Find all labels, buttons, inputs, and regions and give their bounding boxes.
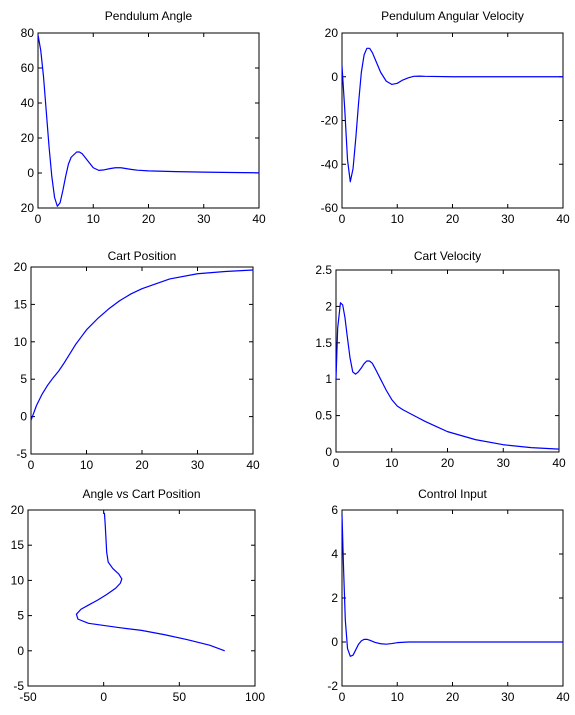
- y-tick-label: 10: [11, 573, 25, 587]
- subplot-angle-vs-cart-position: Angle vs Cart Position -50 0 50 100-5051015…: [11, 487, 266, 704]
- series-line: [30, 269, 254, 421]
- series-line: [335, 302, 560, 450]
- x-tick-label: 0: [339, 212, 346, 226]
- x-tick-label: 40: [556, 690, 570, 704]
- subplot-pendulum-angular-velocity: Pendulum Angular Velocity 0 10 20 30 40 -60 -4…: [321, 9, 570, 226]
- axes-frame: [37, 32, 260, 209]
- y-tick-label: 0: [331, 70, 338, 84]
- x-tick-label: 0: [100, 690, 107, 704]
- y-tick-label: 15: [11, 538, 25, 552]
- y-tick-label: 60: [21, 61, 35, 75]
- chart-title: Cart Velocity: [414, 249, 481, 263]
- y-tick-label: 10: [14, 335, 28, 349]
- x-tick-label: 40: [252, 212, 266, 226]
- axes-frame: [27, 509, 256, 687]
- axes-frame: [341, 509, 564, 687]
- x-tick-label: 40: [552, 456, 566, 470]
- x-tick-label: 20: [446, 690, 460, 704]
- y-tick-label: 0: [27, 166, 34, 180]
- x-tick-label: 0: [333, 456, 340, 470]
- series-line: [341, 514, 563, 657]
- y-tick-label: -5: [13, 679, 24, 693]
- y-tick-label: 20: [21, 201, 35, 215]
- x-tick-label: 30: [501, 690, 515, 704]
- series-line: [341, 47, 563, 183]
- y-tick-label: 80: [21, 26, 35, 40]
- x-tick-label: 10: [87, 212, 101, 226]
- x-tick-label: 0: [28, 458, 35, 472]
- x-tick-label: 10: [80, 458, 94, 472]
- chart-title: Control Input: [418, 487, 487, 501]
- y-tick-label: 0: [20, 410, 27, 424]
- x-tick-label: 30: [501, 212, 515, 226]
- x-tick-label: 40: [556, 212, 570, 226]
- y-tick-label: 5: [20, 372, 27, 386]
- y-tick-label: 15: [14, 297, 28, 311]
- x-tick-label: 0: [339, 690, 346, 704]
- y-tick-label: -40: [321, 157, 339, 171]
- y-tick-label: 5: [17, 609, 24, 623]
- series-line: [75, 512, 225, 652]
- y-tick-label: 20: [325, 26, 339, 40]
- y-tick-label: -2: [327, 679, 338, 693]
- y-tick-label: -60: [321, 201, 339, 215]
- x-tick-label: 40: [246, 458, 260, 472]
- x-tick-label: 20: [142, 212, 156, 226]
- y-tick-label: 2: [325, 299, 332, 313]
- x-tick-label: 30: [497, 456, 511, 470]
- chart-title: Angle vs Cart Position: [82, 487, 200, 501]
- x-tick-label: 30: [191, 458, 205, 472]
- axes-frame: [30, 266, 254, 455]
- x-tick-label: -50: [19, 690, 37, 704]
- x-tick-label: 20: [446, 212, 460, 226]
- x-tick-label: 20: [441, 456, 455, 470]
- y-tick-label: 20: [14, 260, 28, 274]
- subplot-cart-velocity: Cart Velocity 0 10 20 30 40 0 0.5 1 1.5 2 2.5: [315, 249, 566, 470]
- y-tick-label: 20: [11, 503, 25, 517]
- x-tick-label: 0: [35, 212, 42, 226]
- x-tick-label: 50: [173, 690, 187, 704]
- y-tick-label: 1.5: [315, 336, 332, 350]
- x-tick-label: 20: [135, 458, 149, 472]
- y-tick-label: 0: [17, 644, 24, 658]
- axes-frame: [341, 32, 564, 209]
- y-tick-label: 20: [21, 131, 35, 145]
- y-tick-label: 0: [331, 635, 338, 649]
- y-tick-label: 0.5: [315, 409, 332, 423]
- y-tick-label: -5: [16, 447, 27, 461]
- y-tick-label: 2.5: [315, 263, 332, 277]
- y-tick-label: 2: [331, 591, 338, 605]
- x-tick-label: 10: [391, 212, 405, 226]
- y-tick-label: 0: [325, 445, 332, 459]
- chart-title: Pendulum Angular Velocity: [381, 9, 524, 23]
- series-line: [37, 34, 260, 207]
- y-tick-label: 1: [325, 372, 332, 386]
- y-tick-label: -20: [321, 114, 339, 128]
- x-tick-label: 10: [385, 456, 399, 470]
- chart-title: Cart Position: [108, 249, 177, 263]
- x-tick-label: 30: [197, 212, 211, 226]
- chart-title: Pendulum Angle: [105, 9, 193, 23]
- x-tick-label: 10: [391, 690, 405, 704]
- y-tick-label: 40: [21, 96, 35, 110]
- y-tick-label: 4: [331, 547, 338, 561]
- x-tick-label: 100: [245, 690, 265, 704]
- y-tick-label: 6: [331, 503, 338, 517]
